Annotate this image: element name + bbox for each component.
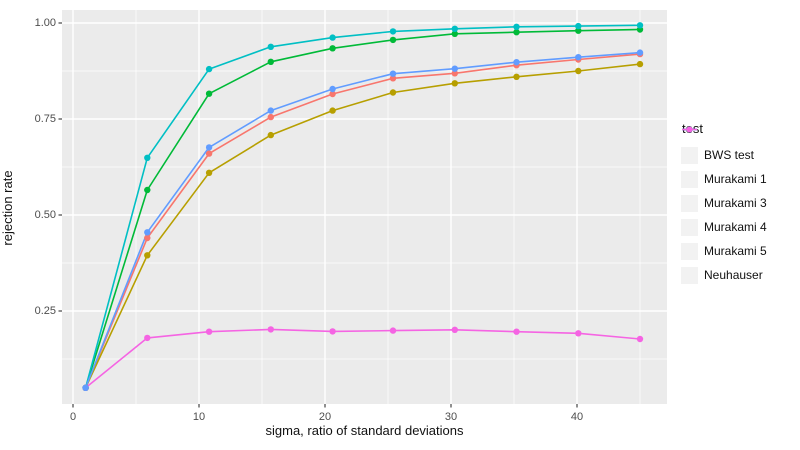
- legend-item-murakami-4: Murakami 4: [681, 126, 767, 239]
- legend-item-label: Murakami 4: [704, 220, 767, 234]
- y-tick-label: 1.00: [34, 17, 56, 29]
- series-line-murakami-5: [84, 51, 641, 389]
- data-point-murakami-4: [205, 65, 213, 73]
- data-point-murakami-4: [267, 43, 274, 50]
- data-point-murakami-1: [144, 252, 151, 259]
- y-tick-label: 0.50: [34, 209, 56, 221]
- legend-item-murakami-3: Murakami 3: [681, 126, 767, 215]
- data-point-murakami-5: [636, 49, 644, 56]
- series-line-murakami-3: [84, 28, 641, 389]
- data-point-neuhauser: [144, 334, 151, 342]
- data-point-murakami-3: [513, 29, 520, 36]
- y-tick-label: 0.75: [34, 113, 56, 125]
- data-point-murakami-1: [329, 107, 336, 114]
- data-point-murakami-1: [389, 89, 397, 96]
- data-point-murakami-4: [329, 34, 336, 41]
- data-point-murakami-3: [205, 90, 213, 97]
- data-point-bws-test: [451, 70, 458, 77]
- series-line-murakami-4: [84, 24, 641, 389]
- data-point-neuhauser: [636, 335, 644, 343]
- x-axis-title: sigma, ratio of standard deviations: [265, 423, 464, 438]
- x-tick-label: 20: [318, 411, 332, 423]
- x-tick-label: 10: [192, 411, 206, 423]
- data-point-murakami-5: [451, 65, 458, 72]
- legend-item-label: Murakami 5: [704, 244, 767, 258]
- data-point-bws-test: [389, 75, 397, 82]
- data-point-murakami-4: [451, 25, 458, 32]
- legend: test BWS test Murakami 1 Murakami 3 Murakam…: [681, 121, 767, 287]
- data-point-neuhauser: [513, 328, 520, 335]
- legend-item-neuhauser: Neuhauser: [681, 126, 767, 287]
- data-point-bws-test: [329, 90, 336, 98]
- legend-item-murakami-1: Murakami 1: [681, 126, 767, 191]
- data-point-murakami-5: [575, 54, 582, 61]
- data-point-murakami-3: [329, 45, 336, 52]
- data-point-neuhauser: [267, 326, 274, 333]
- y-tick-label: 0.25: [34, 305, 56, 317]
- legend-key-icon: [681, 126, 698, 236]
- data-point-neuhauser: [575, 330, 582, 337]
- data-point-bws-test: [267, 113, 274, 121]
- x-tick-label: 40: [570, 411, 584, 423]
- legend-key-icon: [681, 126, 698, 188]
- data-point-murakami-1: [451, 80, 458, 87]
- legend-item-label: BWS test: [704, 148, 755, 162]
- data-point-murakami-4: [636, 22, 644, 29]
- data-point-murakami-1: [513, 73, 520, 81]
- legend-item-label: Neuhauser: [704, 268, 763, 282]
- series-line-neuhauser: [84, 328, 641, 389]
- legend-item-bws-test: BWS test: [681, 126, 767, 167]
- data-point-murakami-5: [513, 59, 520, 66]
- data-point-murakami-3: [389, 36, 397, 44]
- legend-key-icon: [681, 126, 698, 284]
- data-point-murakami-5: [267, 107, 274, 114]
- data-point-murakami-5: [205, 144, 213, 151]
- data-point-murakami-4: [513, 23, 520, 30]
- data-point-bws-test: [144, 234, 151, 242]
- data-point-murakami-3: [575, 27, 582, 34]
- data-point-murakami-1: [267, 131, 274, 139]
- legend-item-label: Murakami 3: [704, 196, 767, 210]
- data-point-murakami-4: [144, 154, 151, 161]
- series-line-murakami-1: [84, 63, 641, 389]
- data-point-neuhauser: [205, 328, 213, 335]
- series-line-bws-test: [84, 53, 641, 389]
- y-axis-title: rejection rate: [0, 170, 15, 246]
- legend-item-label: Murakami 1: [704, 172, 767, 186]
- x-tick-label: 0: [69, 411, 77, 423]
- data-point-murakami-1: [636, 60, 644, 68]
- data-point-neuhauser: [329, 328, 336, 335]
- data-point-bws-test: [205, 150, 213, 157]
- data-point-murakami-4: [389, 28, 397, 35]
- data-point-murakami-5: [389, 70, 397, 77]
- data-point-murakami-4: [575, 22, 582, 30]
- legend-key-icon: [681, 126, 698, 212]
- data-point-murakami-5: [329, 85, 336, 93]
- plot-panel: [62, 10, 667, 404]
- data-point-neuhauser: [389, 327, 397, 334]
- data-point-murakami-3: [267, 58, 274, 65]
- data-point-murakami-1: [205, 169, 213, 176]
- legend-key-icon: [681, 126, 698, 164]
- data-point-neuhauser: [451, 326, 458, 333]
- legend-items: BWS test Murakami 1 Murakami 3 Murakami 4 Mu…: [681, 126, 767, 287]
- legend-item-murakami-5: Murakami 5: [681, 126, 767, 263]
- data-point-murakami-5: [144, 229, 151, 236]
- legend-key-icon: [681, 126, 698, 260]
- legend-title: test: [682, 121, 703, 136]
- data-point-murakami-3: [144, 186, 151, 194]
- x-tick-label: 30: [444, 411, 458, 423]
- data-point-murakami-5: [82, 384, 89, 391]
- data-point-murakami-3: [451, 30, 458, 37]
- data-point-murakami-1: [575, 67, 582, 75]
